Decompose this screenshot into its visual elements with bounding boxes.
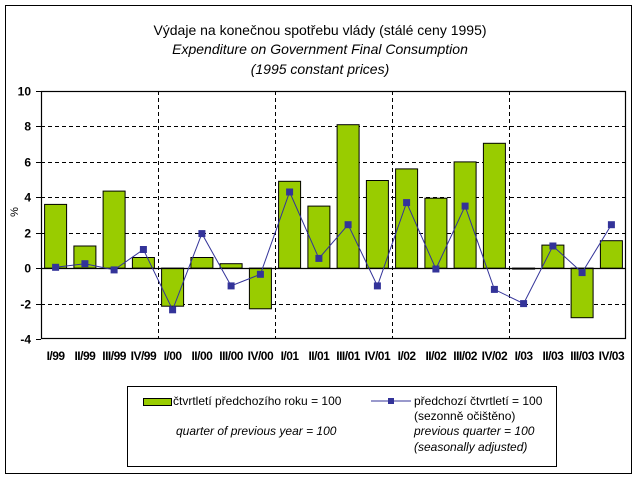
x-tick-label: III/01	[336, 349, 361, 363]
x-tick-label: III/03	[570, 349, 595, 363]
y-tick-label: -2	[20, 298, 31, 312]
x-tick-label: I/99	[47, 349, 66, 363]
line-marker	[403, 199, 411, 207]
x-tick-label: IV/01	[365, 349, 391, 363]
line-marker	[549, 242, 557, 250]
x-tick-label: I/01	[281, 349, 300, 363]
legend: čtvrtletí předchozího roku = 100 quarter…	[127, 386, 557, 467]
legend-bar-label-en: quarter of previous year = 100	[176, 424, 337, 438]
line-marker	[81, 260, 89, 268]
x-tick-label: III/99	[102, 349, 127, 363]
chart-title: Výdaje na konečnou spotřebu vlády (stálé…	[153, 22, 487, 38]
line-marker	[169, 306, 177, 314]
x-tick-label: IV/02	[482, 349, 508, 363]
bar	[395, 168, 419, 269]
x-tick-label: I/00	[164, 349, 183, 363]
bar	[219, 263, 243, 269]
plot-area-border	[40, 90, 627, 340]
y-axis-label: %	[9, 207, 21, 217]
x-tick-label: I/03	[515, 349, 534, 363]
line-marker	[286, 188, 294, 196]
line-marker	[373, 282, 381, 290]
line-marker	[607, 221, 615, 229]
y-tick-label: 4	[24, 191, 31, 205]
line-marker	[256, 270, 264, 278]
bar	[365, 180, 389, 269]
line-marker	[578, 269, 586, 277]
legend-bar-label: čtvrtletí předchozího roku = 100	[173, 394, 342, 408]
bar	[161, 267, 185, 307]
x-tick-label: IV/00	[248, 349, 274, 363]
legend-line-marker-icon	[371, 398, 411, 404]
legend-line-label-en-2: (seasonally adjusted)	[414, 440, 528, 454]
x-tick-label: II/03	[542, 349, 564, 363]
x-tick-label: II/00	[191, 349, 213, 363]
bar	[424, 197, 448, 269]
y-tick-label: 2	[24, 227, 31, 241]
x-tick-label: II/02	[425, 349, 447, 363]
line-marker	[139, 246, 147, 253]
x-tick-label: IV/03	[599, 349, 625, 363]
x-tick-label: II/01	[308, 349, 330, 363]
line-marker	[198, 230, 206, 238]
x-tick-label: III/00	[219, 349, 244, 363]
bar	[599, 240, 623, 269]
chart-subtitle-en: Expenditure on Government Final Consumpt…	[172, 41, 468, 57]
chart-subtitle-en-2: (1995 constant prices)	[250, 61, 390, 77]
legend-bar-swatch	[143, 398, 172, 406]
legend-line-label: předchozí čtvrtletí = 100	[414, 394, 543, 408]
bar	[190, 257, 214, 269]
line-marker	[490, 285, 498, 293]
line-marker	[344, 221, 352, 229]
x-tick-label: II/99	[74, 349, 96, 363]
line-marker	[227, 282, 235, 290]
legend-line-label-2: (sezonně očištěno)	[414, 409, 516, 423]
line-marker	[520, 300, 528, 308]
line-marker	[110, 266, 118, 274]
x-tick-label: IV/99	[131, 349, 157, 363]
bar	[453, 161, 477, 269]
bar	[44, 203, 68, 269]
legend-line-label-en: previous quarter = 100	[414, 424, 535, 438]
bar	[336, 124, 360, 269]
y-tick-label: 6	[24, 156, 31, 170]
x-tick-label: III/02	[453, 349, 478, 363]
y-tick-label: 0	[24, 262, 31, 276]
y-tick-label: 8	[24, 120, 31, 134]
line-series	[55, 190, 612, 312]
line-marker	[432, 265, 440, 273]
y-tick-label: -4	[20, 333, 31, 347]
line-marker	[52, 263, 60, 271]
bar	[102, 190, 126, 269]
y-tick-label: 10	[18, 85, 32, 99]
bar	[482, 142, 506, 269]
line-marker	[315, 254, 323, 262]
x-tick-label: I/02	[398, 349, 417, 363]
line-marker	[461, 202, 469, 210]
